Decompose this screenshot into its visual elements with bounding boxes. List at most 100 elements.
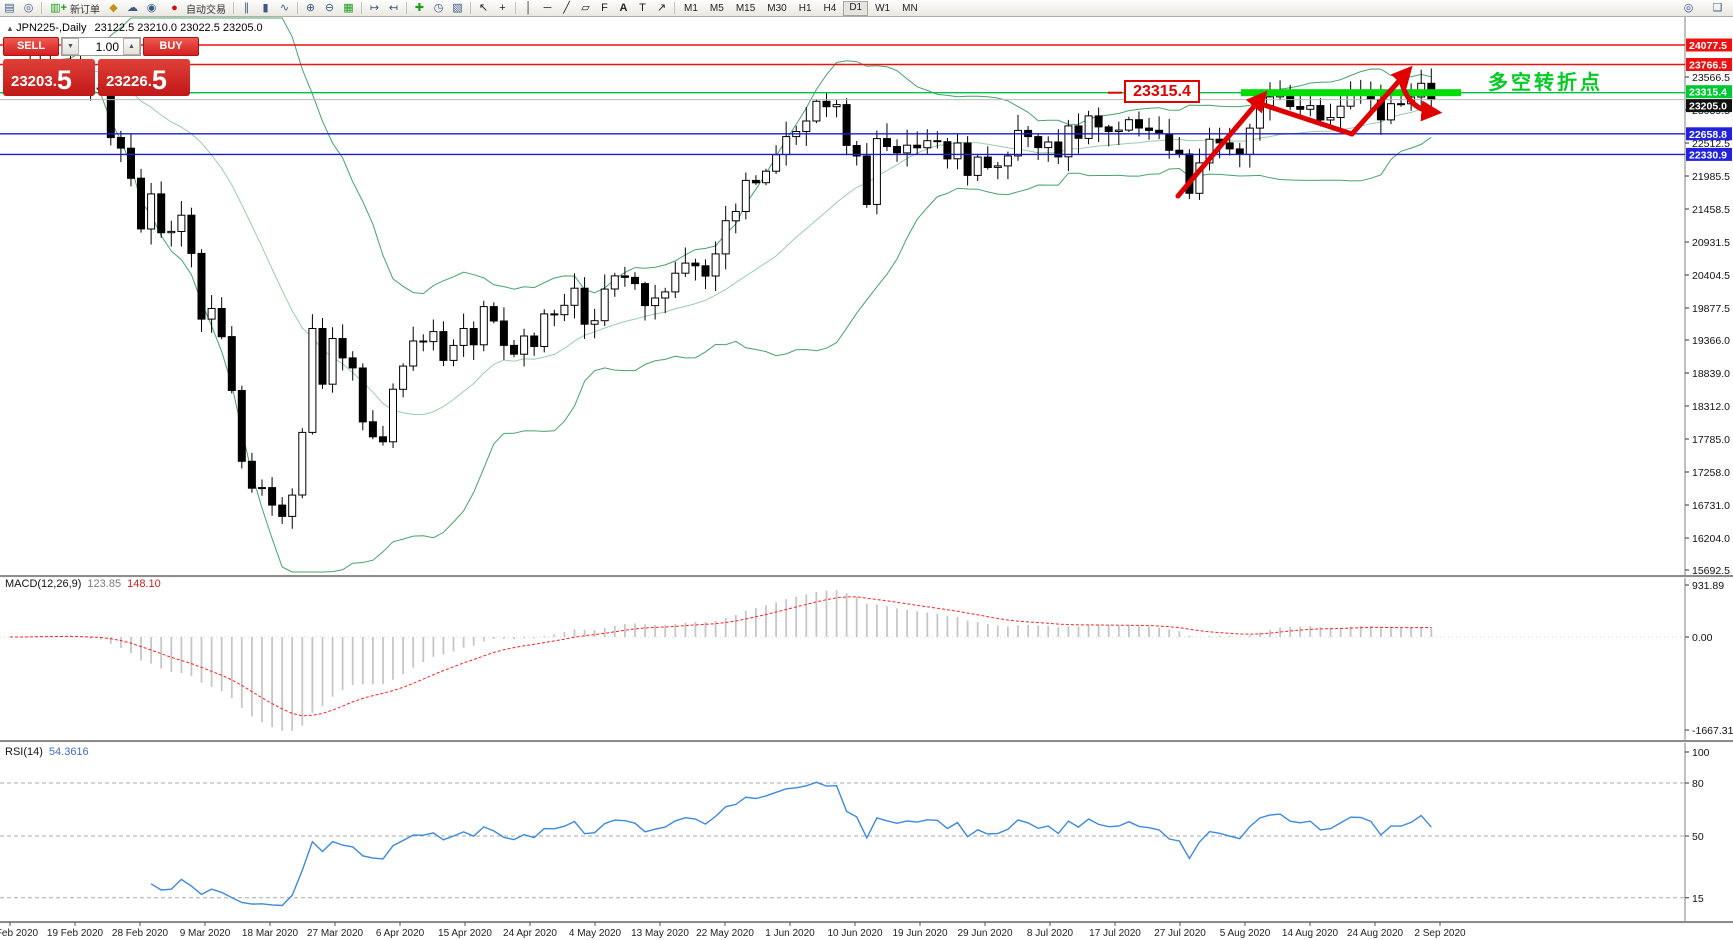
highlight-green-bar[interactable] bbox=[1241, 89, 1461, 97]
arrows-icon[interactable]: ↗ bbox=[656, 2, 667, 14]
new-chart-icon[interactable]: ▤ bbox=[4, 2, 15, 14]
candle-body bbox=[520, 335, 529, 355]
trend-arrows[interactable] bbox=[1108, 65, 1443, 199]
candle-body bbox=[1014, 129, 1022, 157]
text-label-icon[interactable]: T bbox=[639, 2, 646, 14]
search-icon[interactable]: ◎ bbox=[1683, 2, 1694, 14]
sell-price-big-digit: 5 bbox=[56, 65, 72, 95]
price-scale[interactable]: 23566.523039.522512.521985.521458.520931… bbox=[1685, 38, 1732, 578]
date-axis[interactable]: 10 Feb 2020 19 Feb 2020 28 Feb 2020 9 Mar 2… bbox=[0, 922, 1466, 939]
tile-windows-icon[interactable]: ▦ bbox=[343, 2, 354, 14]
buy-price-tile[interactable]: 23226. 5 bbox=[98, 59, 190, 96]
toolbar-divider bbox=[470, 2, 471, 14]
arrow-down-1[interactable] bbox=[1255, 100, 1355, 137]
candle-body bbox=[1306, 105, 1315, 110]
price-level-callout[interactable]: 23315.4 bbox=[1124, 80, 1200, 103]
channel-icon[interactable]: ▱ bbox=[581, 2, 590, 14]
date-label: 28 Feb 2020 bbox=[112, 928, 169, 939]
candlestick-chart-icon[interactable]: ▮ bbox=[262, 2, 269, 14]
sell-button[interactable]: SELL bbox=[3, 37, 59, 56]
candle-body bbox=[258, 487, 266, 490]
price-badge-label: 22658.8 bbox=[1689, 129, 1727, 141]
candle-body bbox=[741, 179, 750, 212]
timeframe-button-H1[interactable]: H1 bbox=[798, 2, 812, 14]
date-label: 22 May 2020 bbox=[696, 928, 754, 939]
periods-icon[interactable]: ◷ bbox=[433, 2, 444, 14]
rsi-pane: 100 80 50 15 bbox=[0, 747, 1710, 907]
text-icon[interactable]: A bbox=[619, 2, 628, 14]
timeframe-button-M5[interactable]: M5 bbox=[709, 2, 724, 14]
arrow-up-2[interactable] bbox=[1349, 65, 1413, 137]
candle-body bbox=[1124, 119, 1133, 131]
candle-body bbox=[812, 100, 821, 122]
timeframe-button-M15[interactable]: M15 bbox=[735, 2, 756, 14]
indicators-icon[interactable]: ✚ bbox=[414, 2, 425, 14]
zoom-in-icon[interactable]: ⊕ bbox=[305, 2, 316, 14]
candle-body bbox=[620, 275, 629, 278]
price-badge-label: 23205.0 bbox=[1689, 101, 1727, 113]
cursor-icon[interactable]: ↖ bbox=[478, 2, 489, 14]
candle-body bbox=[449, 344, 458, 361]
candle-body bbox=[1074, 125, 1083, 139]
volume-decrease-button[interactable]: ▼ bbox=[62, 38, 79, 55]
candle-body bbox=[1255, 105, 1264, 129]
horizontal-line-icon[interactable]: ─ bbox=[543, 2, 552, 14]
price-badge-label: 23766.5 bbox=[1689, 60, 1727, 72]
date-label: 29 Jun 2020 bbox=[957, 928, 1012, 939]
timeframe-button-M1[interactable]: M1 bbox=[684, 2, 698, 14]
signals-icon[interactable]: ◉ bbox=[146, 2, 157, 14]
zoom-out-icon[interactable]: ⊖ bbox=[324, 2, 335, 14]
auto-scroll-icon[interactable]: ↦ bbox=[369, 2, 380, 14]
candle-body bbox=[177, 214, 186, 232]
sell-price-tile[interactable]: 23203. 5 bbox=[3, 59, 95, 96]
templates-icon[interactable]: ▧ bbox=[452, 2, 463, 14]
timeframe-button-H4[interactable]: H4 bbox=[823, 2, 837, 14]
scale-tick-label: 16204.0 bbox=[1692, 533, 1730, 545]
line-chart-icon[interactable]: ∿ bbox=[279, 2, 290, 14]
candle-body bbox=[469, 328, 478, 346]
candle-body bbox=[852, 145, 861, 157]
volume-input[interactable]: 1.00 bbox=[95, 39, 119, 54]
candle-body bbox=[671, 272, 680, 293]
date-label: 4 May 2020 bbox=[569, 928, 622, 939]
timeframe-button-M30[interactable]: M30 bbox=[767, 2, 787, 14]
chart-shift-icon[interactable]: ↤ bbox=[388, 2, 399, 14]
bar-chart-icon[interactable]: ∥ bbox=[243, 2, 250, 14]
crosshair-icon[interactable]: + bbox=[499, 2, 506, 14]
timeframe-button-MN[interactable]: MN bbox=[902, 2, 918, 14]
candle-body bbox=[127, 147, 135, 179]
arrow-up-1[interactable] bbox=[1175, 90, 1268, 199]
volume-increase-button[interactable]: ▲ bbox=[123, 38, 140, 55]
candle-body bbox=[540, 313, 549, 347]
candle-body bbox=[762, 170, 770, 184]
candle-body bbox=[1104, 126, 1113, 133]
timeframe-button-W1[interactable]: W1 bbox=[875, 2, 891, 14]
chat-icon[interactable]: ❑ bbox=[1712, 2, 1723, 14]
trendline-icon[interactable]: ╱ bbox=[563, 2, 570, 14]
sell-price-dot: . bbox=[52, 73, 57, 90]
history-center-icon[interactable]: ◆ bbox=[109, 2, 118, 14]
ohlc-values: 23122.5 23210.0 23022.5 23205.0 bbox=[94, 22, 263, 34]
turning-point-note[interactable]: 多空转折点 bbox=[1488, 72, 1603, 94]
candle-body bbox=[1094, 115, 1103, 128]
print-preview-icon[interactable]: ◎ bbox=[23, 2, 34, 14]
timeframe-button-D1[interactable]: D1 bbox=[843, 0, 869, 16]
buy-button[interactable]: BUY bbox=[143, 37, 199, 56]
market-watch-icon[interactable]: ☁ bbox=[127, 2, 138, 14]
arrow-sideways[interactable] bbox=[1399, 81, 1443, 122]
new-order-button[interactable]: ▥+ 新订单 bbox=[45, 1, 104, 16]
candle-body bbox=[1165, 133, 1174, 151]
candle-body bbox=[822, 100, 831, 108]
scale-tick-label: 20931.5 bbox=[1692, 237, 1730, 249]
autotrading-button[interactable]: ● 自动交易 bbox=[161, 1, 230, 16]
candle-body bbox=[358, 367, 367, 423]
date-label: 14 Aug 2020 bbox=[1282, 928, 1339, 939]
macd-indicator-label: MACD(12,26,9) 123.85 148.10 bbox=[5, 578, 161, 590]
vertical-line-icon[interactable]: │ bbox=[525, 2, 532, 14]
date-label: 27 Mar 2020 bbox=[307, 928, 364, 939]
candle-body bbox=[368, 421, 377, 438]
date-label: 2 Sep 2020 bbox=[1414, 928, 1466, 939]
date-label: 19 Jun 2020 bbox=[892, 928, 947, 939]
fibonacci-icon[interactable]: F bbox=[601, 2, 608, 14]
